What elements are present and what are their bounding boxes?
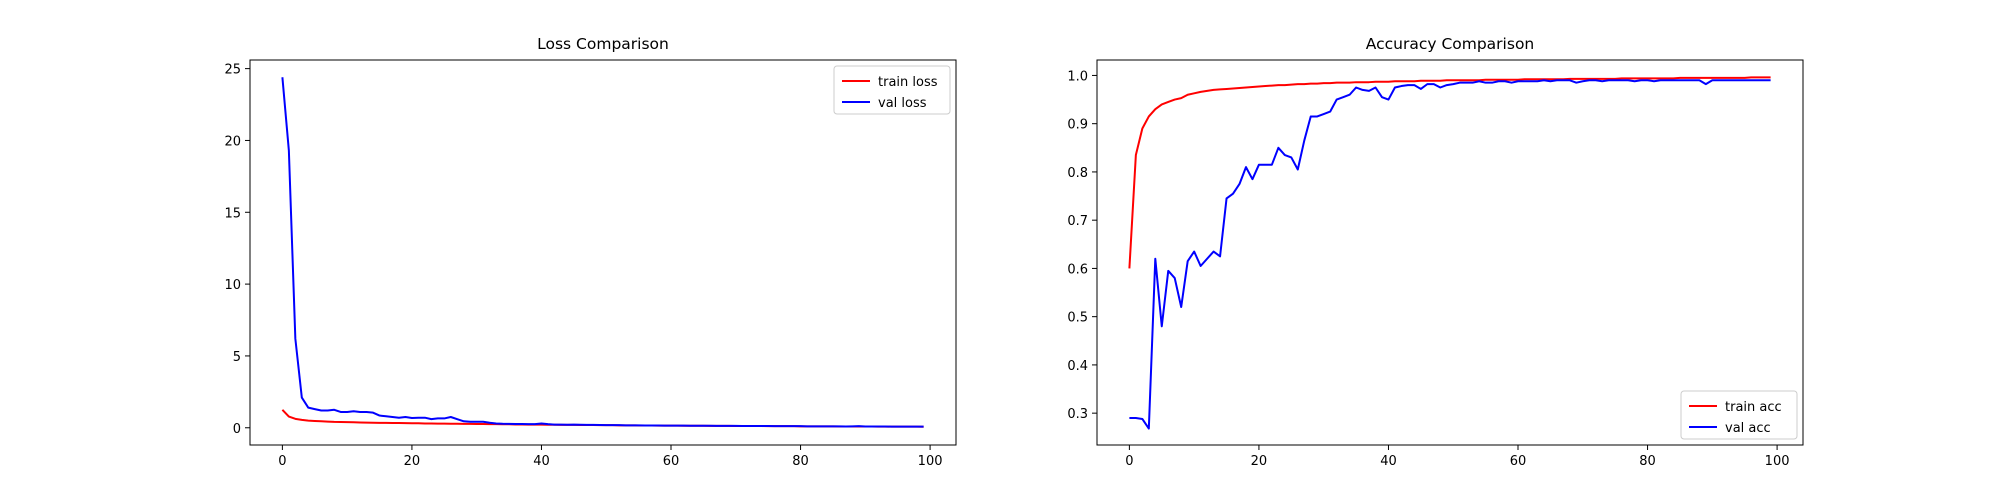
y-tick-label: 15 [224, 206, 241, 221]
x-tick-label: 80 [792, 454, 809, 469]
x-tick-label: 0 [1125, 454, 1133, 469]
chart-2: Accuracy Comparison 0 20 40 60 80 100 0.3 0.4 0.5… [1067, 35, 1804, 469]
chart-title: Accuracy Comparison [1366, 35, 1535, 53]
y-tick-label: 20 [224, 134, 241, 149]
y-tick-label: 0.8 [1067, 166, 1088, 181]
series-line-train-acc [1128, 76, 1771, 269]
legend-label: train loss [878, 75, 938, 90]
legend: train loss val loss [833, 65, 951, 115]
chart-title: Loss Comparison [537, 35, 669, 53]
x-tick-label: 40 [1380, 454, 1397, 469]
legend-label: val acc [1725, 421, 1771, 436]
chart-1: Loss Comparison 0 20 40 60 80 100 0 5 10 15 20 25 tra… [224, 35, 957, 469]
y-tick-label: 0.3 [1067, 407, 1088, 422]
x-tick-label: 0 [278, 454, 286, 469]
x-tick-label: 20 [404, 454, 421, 469]
legend: train acc val acc [1680, 390, 1798, 440]
y-tick-label: 0.6 [1067, 262, 1088, 277]
series-line-val-loss [281, 77, 924, 428]
legend-label: train acc [1725, 400, 1782, 415]
y-tick-label: 0 [233, 422, 241, 437]
y-tick-label: 5 [233, 350, 241, 365]
x-tick-label: 60 [663, 454, 680, 469]
legend-label: val loss [878, 96, 927, 111]
y-tick-label: 10 [224, 278, 241, 293]
y-tick-label: 25 [224, 63, 241, 78]
axes-frame [249, 59, 957, 446]
x-tick-label: 80 [1639, 454, 1656, 469]
y-tick-label: 1.0 [1067, 69, 1088, 84]
x-tick-label: 20 [1251, 454, 1268, 469]
series-line-val-acc [1129, 79, 1771, 430]
x-tick-label: 100 [918, 454, 943, 469]
x-tick-label: 100 [1765, 454, 1790, 469]
x-tick-label: 60 [1510, 454, 1527, 469]
y-tick-label: 0.5 [1067, 311, 1088, 326]
x-tick-label: 40 [533, 454, 550, 469]
axes-frame [1096, 59, 1804, 446]
y-tick-label: 0.9 [1067, 118, 1088, 133]
y-tick-label: 0.4 [1067, 359, 1088, 374]
y-tick-label: 0.7 [1067, 214, 1088, 229]
